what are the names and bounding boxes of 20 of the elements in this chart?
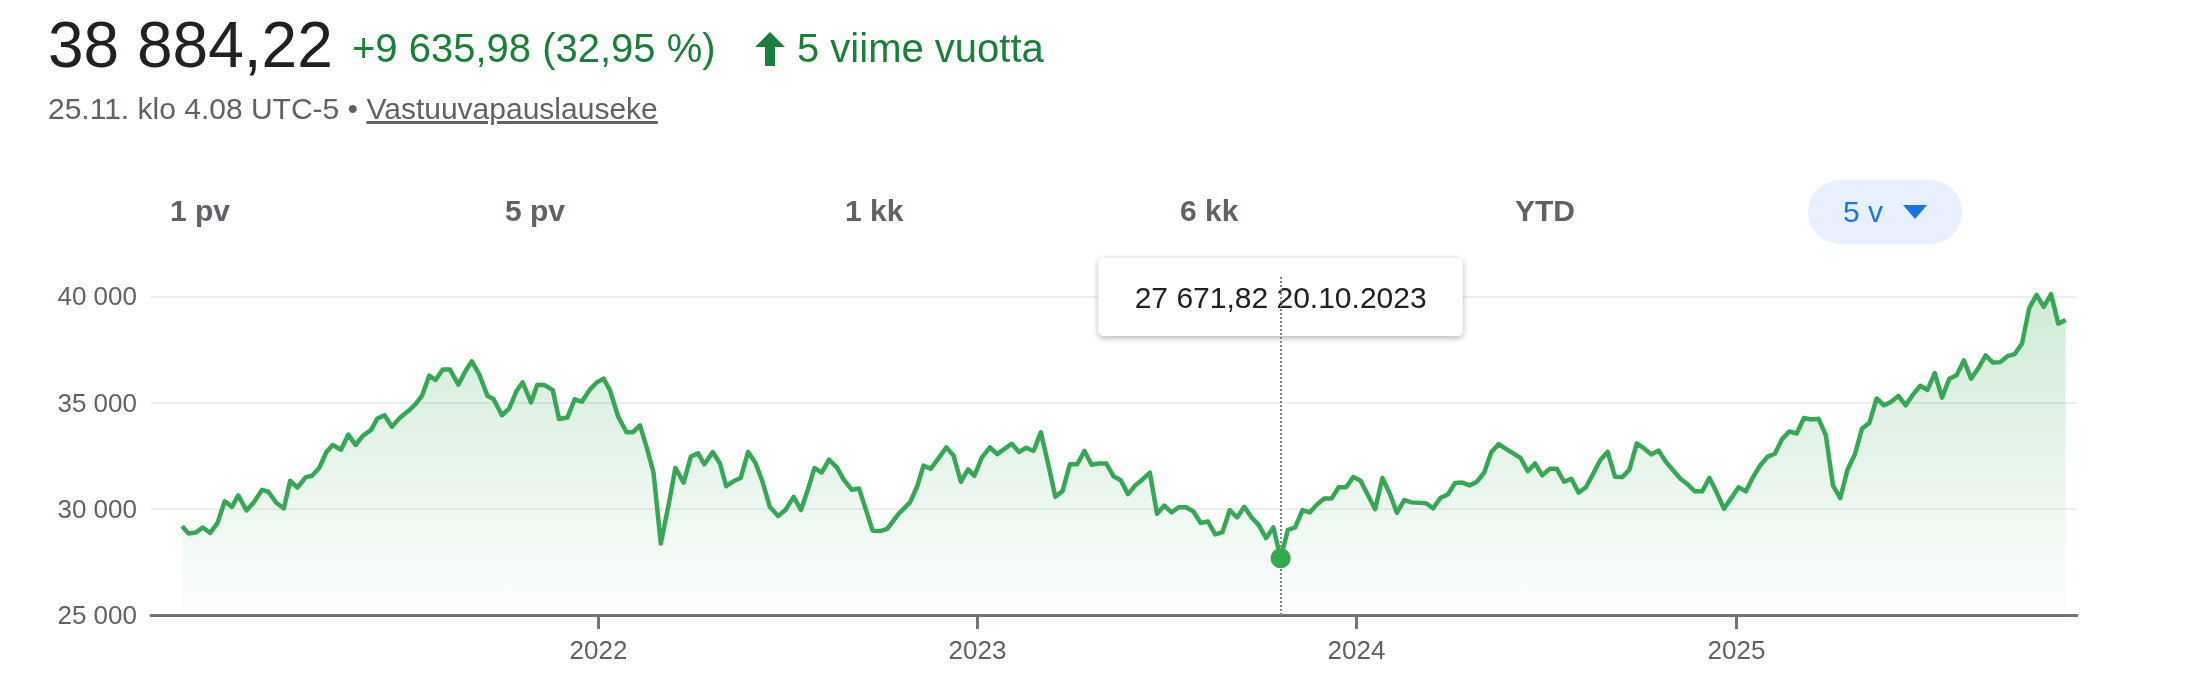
- x-tick-label: 2025: [1707, 635, 1766, 665]
- text: 5 v: [1842, 195, 1884, 229]
- annotation: 27 671,82 20.10.2023: [1134, 280, 1427, 314]
- text: 1 pv: [170, 194, 231, 228]
- y-tick-label: 25 000: [57, 600, 137, 630]
- text: 6 kk: [1180, 194, 1239, 228]
- chart-title: 38 884,22: [48, 8, 333, 82]
- text: 25.11. klo 4.08 UTC-5 •: [48, 92, 359, 125]
- x-tick-label: 2023: [948, 635, 1007, 665]
- x-tick-label: 2022: [569, 635, 628, 665]
- x-tick-label: 2024: [1327, 635, 1386, 665]
- y-tick-label: 30 000: [57, 493, 137, 524]
- text: Vastuuvapauslauseke: [366, 92, 658, 125]
- chart-subtitle: +9 635,98 (32,95 %): [352, 26, 716, 71]
- text: YTD: [1515, 194, 1575, 228]
- text: 5 viime vuotta: [797, 26, 1044, 71]
- text: 5 pv: [505, 194, 566, 228]
- y-tick-label: 35 000: [57, 387, 137, 418]
- text: 1 kk: [845, 194, 904, 228]
- y-tick-label: 40 000: [57, 281, 137, 312]
